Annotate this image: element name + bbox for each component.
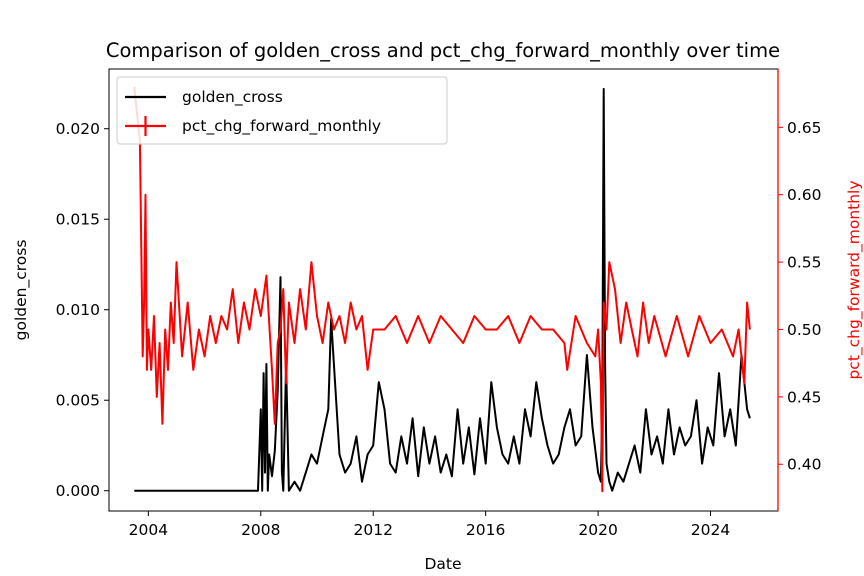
y-left-tick-label: 0.015: [56, 211, 100, 229]
x-axis-label: Date: [424, 555, 461, 573]
legend-label-golden-cross: golden_cross: [182, 88, 283, 107]
y-axis-left: 0.000 0.005 0.010 0.015 0.020: [56, 120, 109, 500]
y-right-tick-label: 0.45: [787, 388, 822, 406]
chart-title: Comparison of golden_cross and pct_chg_f…: [106, 39, 780, 62]
legend: golden_cross pct_chg_forward_monthly: [116, 76, 448, 145]
series-line-pct-chg-forward-monthly: [133, 86, 751, 493]
x-tick-label: 2016: [466, 521, 505, 539]
legend-box: [116, 76, 448, 145]
x-tick-label: 2008: [241, 521, 280, 539]
y-right-tick-label: 0.55: [787, 254, 822, 272]
x-tick-label: 2024: [691, 521, 730, 539]
y-axis-right: 0.40 0.45 0.50 0.55 0.60 0.65: [778, 119, 822, 474]
x-axis: 2004 2008 2012 2016 2020 2024: [129, 511, 730, 539]
y-axis-left-label: golden_cross: [12, 240, 31, 341]
x-tick-label: 2012: [354, 521, 393, 539]
y-left-tick-label: 0.000: [56, 482, 100, 500]
y-left-tick-label: 0.010: [56, 301, 100, 319]
y-left-tick-label: 0.020: [56, 120, 100, 138]
series-line-golden-cross: [134, 87, 751, 492]
y-right-tick-label: 0.60: [787, 186, 822, 204]
y-axis-right-label: pct_chg_forward_monthly: [845, 180, 864, 379]
series-layer: [133, 86, 751, 493]
y-left-tick-label: 0.005: [56, 392, 100, 410]
x-tick-label: 2004: [129, 521, 168, 539]
y-right-tick-label: 0.65: [787, 119, 822, 137]
y-right-tick-label: 0.50: [787, 321, 822, 339]
x-tick-label: 2020: [578, 521, 617, 539]
y-right-tick-label: 0.40: [787, 456, 822, 474]
legend-label-pct-chg: pct_chg_forward_monthly: [182, 117, 381, 136]
